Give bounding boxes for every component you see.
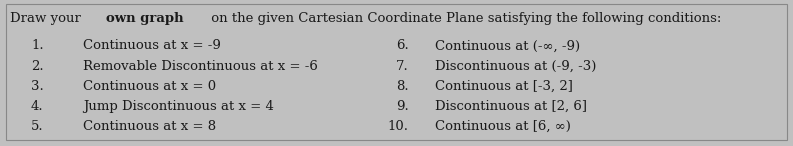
Text: 8.: 8. [396, 80, 408, 93]
Text: Continuous at x = -9: Continuous at x = -9 [83, 39, 221, 53]
Text: Continuous at [-3, 2]: Continuous at [-3, 2] [435, 80, 573, 93]
Text: Removable Discontinuous at x = -6: Removable Discontinuous at x = -6 [83, 60, 318, 73]
Text: Continuous at (-∞, -9): Continuous at (-∞, -9) [435, 39, 580, 53]
Text: 3.: 3. [31, 80, 44, 93]
FancyBboxPatch shape [6, 4, 787, 140]
Text: own graph: own graph [106, 12, 184, 25]
Text: Draw your: Draw your [10, 12, 85, 25]
Text: 4.: 4. [31, 100, 44, 113]
Text: Discontinuous at [2, 6]: Discontinuous at [2, 6] [435, 100, 587, 113]
Text: Jump Discontinuous at x = 4: Jump Discontinuous at x = 4 [83, 100, 274, 113]
Text: 9.: 9. [396, 100, 408, 113]
Text: 1.: 1. [31, 39, 44, 53]
Text: on the given Cartesian Coordinate Plane satisfying the following conditions:: on the given Cartesian Coordinate Plane … [207, 12, 721, 25]
Text: 7.: 7. [396, 60, 408, 73]
Text: 5.: 5. [31, 120, 44, 133]
Text: Continuous at x = 8: Continuous at x = 8 [83, 120, 216, 133]
Text: Continuous at [6, ∞): Continuous at [6, ∞) [435, 120, 570, 133]
Text: Continuous at x = 0: Continuous at x = 0 [83, 80, 216, 93]
Text: 6.: 6. [396, 39, 408, 53]
Text: 2.: 2. [31, 60, 44, 73]
Text: 10.: 10. [388, 120, 408, 133]
Text: Discontinuous at (-9, -3): Discontinuous at (-9, -3) [435, 60, 596, 73]
